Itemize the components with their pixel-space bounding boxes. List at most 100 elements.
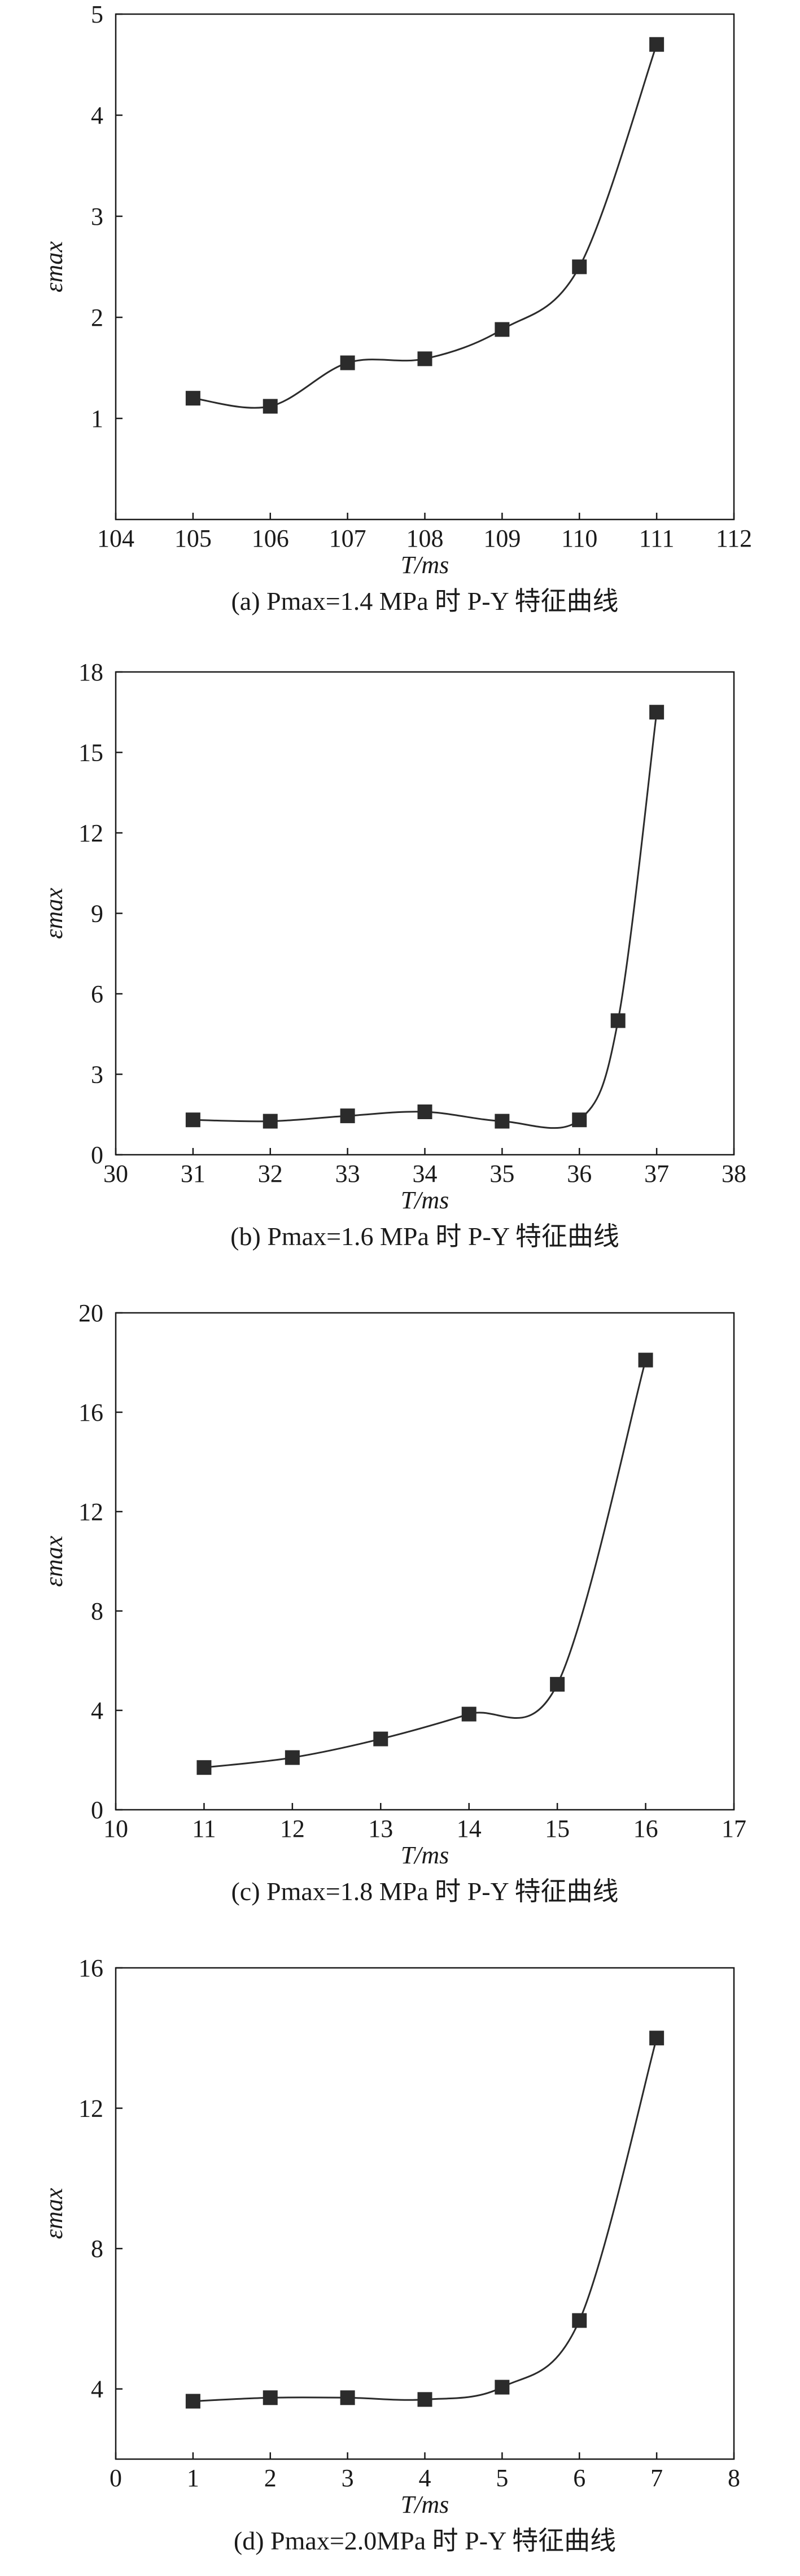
y-tick-label: 3 <box>91 203 103 230</box>
y-tick-label: 6 <box>91 980 103 1008</box>
data-point-marker <box>495 1114 510 1129</box>
x-tick-label: 5 <box>496 2464 508 2492</box>
y-tick-label: 16 <box>78 1399 103 1426</box>
x-tick-label: 16 <box>633 1815 658 1843</box>
data-point-marker <box>417 1104 432 1119</box>
x-tick-label: 111 <box>639 525 675 552</box>
series-line <box>193 712 658 1129</box>
chart-caption: (c) Pmax=1.8 MPa 时 P-Y 特征曲线 <box>231 1877 618 1906</box>
x-tick-label: 2 <box>264 2464 277 2492</box>
x-tick-label: 0 <box>110 2464 122 2492</box>
y-axis-label: εmax <box>40 1535 68 1587</box>
chart-caption: (d) Pmax=2.0MPa 时 P-Y 特征曲线 <box>234 2526 616 2555</box>
x-tick-label: 36 <box>567 1160 592 1187</box>
x-tick-label: 15 <box>545 1815 570 1843</box>
x-tick-label: 4 <box>419 2464 431 2492</box>
x-tick-label: 10 <box>103 1815 128 1843</box>
x-tick-label: 34 <box>413 1160 438 1187</box>
chart-caption: (a) Pmax=1.4 MPa 时 P-Y 特征曲线 <box>231 587 618 615</box>
x-tick-label: 104 <box>97 525 134 552</box>
x-tick-label: 108 <box>406 525 444 552</box>
x-axis-label: T/ms <box>401 2491 449 2518</box>
y-tick-label: 1 <box>91 405 103 433</box>
y-tick-label: 20 <box>78 1299 103 1327</box>
y-tick-label: 0 <box>91 1141 103 1169</box>
x-tick-label: 30 <box>103 1160 128 1187</box>
data-point-marker <box>373 1731 388 1747</box>
x-tick-label: 31 <box>181 1160 206 1187</box>
y-tick-label: 4 <box>91 1697 103 1724</box>
x-tick-label: 35 <box>489 1160 514 1187</box>
data-point-marker <box>638 1352 653 1368</box>
chart-caption: (b) Pmax=1.6 MPa 时 P-Y 特征曲线 <box>230 1222 619 1251</box>
x-tick-label: 17 <box>722 1815 746 1843</box>
data-point-marker <box>196 1760 212 1775</box>
y-tick-label: 4 <box>91 102 103 129</box>
y-tick-label: 4 <box>91 2376 103 2403</box>
data-point-marker <box>461 1706 476 1722</box>
x-tick-label: 33 <box>335 1160 360 1187</box>
data-point-marker <box>340 1108 355 1124</box>
x-tick-label: 6 <box>573 2464 585 2492</box>
data-point-marker <box>572 1112 587 1128</box>
x-tick-label: 3 <box>342 2464 354 2492</box>
y-axis-label: εmax <box>40 888 68 939</box>
x-tick-label: 8 <box>728 2464 740 2492</box>
plot-frame <box>115 1312 735 1811</box>
y-tick-label: 18 <box>78 658 103 686</box>
data-point-marker <box>572 259 587 274</box>
y-tick-label: 15 <box>78 739 103 767</box>
data-point-marker <box>263 2390 278 2405</box>
y-axis-label: εmax <box>40 241 68 292</box>
x-tick-label: 11 <box>192 1815 216 1843</box>
data-point-marker <box>417 2392 432 2407</box>
x-tick-label: 14 <box>457 1815 482 1843</box>
y-tick-label: 8 <box>91 2235 103 2263</box>
x-tick-label: 7 <box>650 2464 663 2492</box>
y-tick-label: 8 <box>91 1597 103 1625</box>
data-point-marker <box>263 1114 278 1129</box>
y-tick-label: 12 <box>78 819 103 847</box>
x-tick-label: 109 <box>483 525 521 552</box>
data-point-marker <box>185 1112 200 1128</box>
chart-panel-a: 104 105 106 107 108 109 110 111 112 1 2 3 4 5 εmax T/ms… <box>40 1 752 615</box>
data-point-marker <box>263 399 278 414</box>
x-tick-label: 107 <box>329 525 366 552</box>
y-tick-label: 3 <box>91 1061 103 1089</box>
chart-panel-b: 30 31 32 33 34 35 36 37 380369121518εmaxT/ms(b) … <box>40 658 746 1251</box>
data-point-marker <box>185 2394 200 2409</box>
x-tick-label: 1 <box>187 2464 199 2492</box>
data-point-marker <box>340 355 355 370</box>
data-point-marker <box>340 2390 355 2405</box>
data-point-marker <box>550 1676 565 1692</box>
x-axis-label: T/ms <box>401 551 449 579</box>
x-tick-label: 13 <box>368 1815 393 1843</box>
x-tick-label: 106 <box>252 525 289 552</box>
y-axis-label: εmax <box>40 2188 68 2239</box>
x-tick-label: 112 <box>716 525 752 552</box>
x-tick-label: 38 <box>722 1160 746 1187</box>
data-point-marker <box>649 705 665 720</box>
data-point-marker <box>185 391 200 406</box>
x-tick-label: 32 <box>258 1160 283 1187</box>
series-line <box>204 1360 647 1769</box>
data-point-marker <box>649 2031 665 2046</box>
plot-frame <box>115 1967 735 2460</box>
x-axis-label: T/ms <box>401 1186 449 1214</box>
x-axis-label: T/ms <box>401 1841 449 1869</box>
data-point-marker <box>572 2313 587 2328</box>
plot-frame <box>115 13 735 521</box>
x-tick-label: 37 <box>644 1160 669 1187</box>
y-tick-label: 16 <box>78 1954 103 1982</box>
y-tick-label: 5 <box>91 1 103 28</box>
data-point-marker <box>495 322 510 337</box>
y-tick-label: 2 <box>91 304 103 331</box>
data-point-marker <box>285 1750 300 1765</box>
chart-panel-c: 10 11 12 13 14 15 16 17 0 4 8 12 16 20 εmax T/ms (c) Pma… <box>40 1299 746 1906</box>
data-point-marker <box>495 2379 510 2395</box>
plot-frame <box>115 671 735 1156</box>
y-tick-label: 9 <box>91 900 103 928</box>
x-tick-label: 105 <box>174 525 212 552</box>
x-tick-label: 110 <box>561 525 597 552</box>
